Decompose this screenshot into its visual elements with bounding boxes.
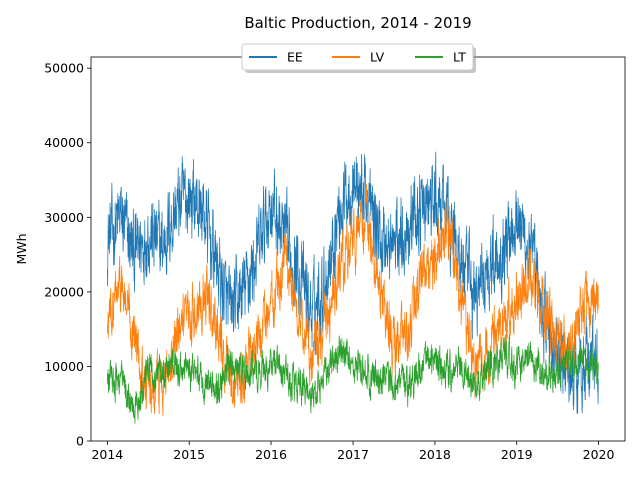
legend-label-ee: EE [287, 50, 303, 65]
series-line-ee [106, 151, 599, 415]
y-tick-label: 20000 [44, 284, 84, 299]
x-axis: 2014 2015 2016 2017 2018 2019 2020 [91, 441, 614, 462]
series-layer [106, 151, 599, 424]
legend-label-lv: LV [370, 50, 385, 65]
x-tick-label: 2020 [583, 447, 615, 462]
x-tick-label: 2014 [91, 447, 123, 462]
x-tick-label: 2017 [337, 447, 369, 462]
legend: EE LV LT [241, 43, 476, 73]
series-line-lv [106, 183, 599, 417]
x-tick-label: 2015 [173, 447, 205, 462]
x-tick-label: 2016 [255, 447, 287, 462]
x-tick-label: 2018 [419, 447, 451, 462]
y-axis: 0 10000 20000 30000 40000 50000 [44, 61, 91, 449]
y-tick-label: 40000 [44, 135, 84, 150]
y-tick-label: 50000 [44, 61, 84, 76]
chart-title: Baltic Production, 2014 - 2019 [244, 14, 471, 32]
y-tick-label: 10000 [44, 359, 84, 374]
y-axis-label: MWh [14, 233, 29, 264]
series-line-lt [106, 334, 599, 424]
y-tick-label: 0 [76, 434, 84, 449]
x-tick-label: 2019 [501, 447, 533, 462]
legend-entries: EE LV LT [249, 50, 466, 65]
y-tick-label: 30000 [44, 210, 84, 225]
legend-label-lt: LT [453, 50, 466, 65]
